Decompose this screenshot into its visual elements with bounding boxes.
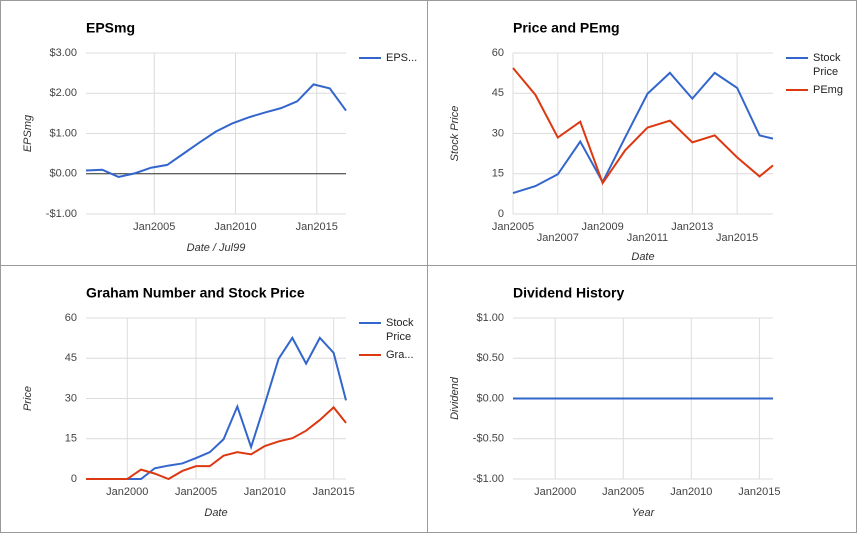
legend: Stock Price Gra... — [359, 316, 425, 366]
x-tick-label: Jan2010 — [244, 486, 286, 498]
y-axis-label: EPSmg — [22, 114, 34, 152]
x-tick-label: Jan2011 — [627, 232, 668, 244]
x-tick-label: Jan2000 — [534, 486, 576, 498]
y-tick-label: 60 — [65, 312, 77, 324]
legend-swatch — [359, 354, 381, 356]
series-line — [85, 83, 347, 179]
y-tick-label: $0.00 — [49, 168, 77, 180]
y-tick-label: 45 — [492, 87, 504, 99]
x-tick-label: Jan2010 — [670, 486, 712, 498]
y-axis-label: Dividend — [449, 376, 461, 420]
series-line — [86, 405, 347, 481]
x-tick-label: Jan2015 — [738, 486, 780, 498]
legend-label: PEmg — [813, 84, 843, 96]
y-tick-label: 30 — [65, 392, 77, 404]
x-axis-label: Date — [204, 507, 227, 519]
legend-swatch — [359, 57, 381, 59]
x-tick-label: Jan2000 — [106, 486, 148, 498]
y-tick-label: 15 — [65, 433, 77, 445]
y-tick-label: -$1.00 — [46, 208, 77, 220]
y-tick-label: -$1.00 — [473, 473, 504, 485]
x-tick-label: Jan2007 — [537, 232, 579, 244]
chart: EPSmg $3.00 $2.00 $1.00 $0.00 -$1.00 Jan2005 Ja… — [22, 20, 347, 254]
x-tick-label: Jan2010 — [214, 221, 256, 233]
chart: Graham Number and Stock Price 60 45 30 15 0 Ja… — [22, 285, 355, 519]
chart-panel: Graham Number and Stock Price 60 45 30 15 0 Ja… — [0, 265, 428, 533]
legend-entry: Stock Price — [359, 316, 425, 344]
x-tick-label: Jan2013 — [671, 221, 713, 233]
x-tick-label: Jan2015 — [296, 221, 338, 233]
y-axis-label: Stock Price — [449, 106, 461, 162]
chart-title: Dividend History — [513, 285, 624, 301]
legend: EPS... — [359, 51, 425, 69]
x-axis-label: Date / Jul99 — [187, 242, 246, 254]
chart-panel: Dividend History $1.00 $0.50 $0.00 -$0.50 -$1… — [427, 265, 857, 533]
series-line — [512, 71, 774, 195]
chart: Dividend History $1.00 $0.50 $0.00 -$0.50 -$1… — [449, 285, 781, 519]
legend-label: EPS... — [386, 52, 418, 64]
chart-panel: Price and PEmg 60 45 30 15 0 Jan2005 Jan2007 Jan… — [427, 0, 857, 266]
legend-swatch — [786, 57, 808, 59]
y-tick-label: 15 — [492, 168, 504, 180]
y-tick-label: -$0.50 — [473, 433, 504, 445]
legend-entry: Stock Price — [786, 51, 852, 79]
y-tick-label: $0.50 — [476, 352, 504, 364]
chart-title: EPSmg — [86, 20, 135, 36]
y-tick-label: 0 — [71, 473, 77, 485]
chart-panel: EPSmg $3.00 $2.00 $1.00 $0.00 -$1.00 Jan2005 Ja… — [0, 0, 428, 266]
y-tick-label: $3.00 — [49, 47, 77, 59]
y-tick-label: $0.00 — [476, 392, 504, 404]
chart-title: Price and PEmg — [513, 20, 620, 36]
y-tick-label: $1.00 — [476, 312, 504, 324]
chart-title: Graham Number and Stock Price — [86, 285, 305, 301]
legend-label: Stock Price — [386, 317, 414, 343]
legend-swatch — [786, 89, 808, 91]
legend-label: Stock Price — [813, 52, 841, 78]
x-tick-label: Jan2005 — [175, 486, 217, 498]
y-tick-label: 0 — [498, 208, 504, 220]
legend-entry: PEmg — [786, 83, 852, 97]
chart: Price and PEmg604530150Jan2005Jan2007Jan… — [449, 20, 774, 263]
series-line — [512, 67, 774, 186]
y-tick-label: 45 — [65, 352, 77, 364]
x-tick-label: Jan2005 — [492, 221, 534, 233]
y-tick-label: 60 — [492, 47, 504, 59]
y-tick-label: $1.00 — [49, 127, 77, 139]
legend-entry: EPS... — [359, 51, 425, 65]
x-axis-label: Date — [631, 251, 654, 263]
x-tick-label: Jan2015 — [313, 486, 355, 498]
legend: Stock Price PEmg — [786, 51, 852, 101]
x-tick-label: Jan2005 — [602, 486, 644, 498]
x-tick-label: Jan2015 — [716, 232, 758, 244]
x-axis-label: Year — [632, 507, 656, 519]
legend-swatch — [359, 322, 381, 324]
legend-entry: Gra... — [359, 348, 425, 362]
y-tick-label: 30 — [492, 127, 504, 139]
y-tick-label: $2.00 — [49, 87, 77, 99]
series-line — [86, 335, 347, 480]
y-axis-label: Price — [22, 386, 34, 411]
legend-label: Gra... — [386, 349, 414, 361]
x-tick-label: Jan2009 — [582, 221, 624, 233]
x-tick-label: Jan2005 — [133, 221, 175, 233]
